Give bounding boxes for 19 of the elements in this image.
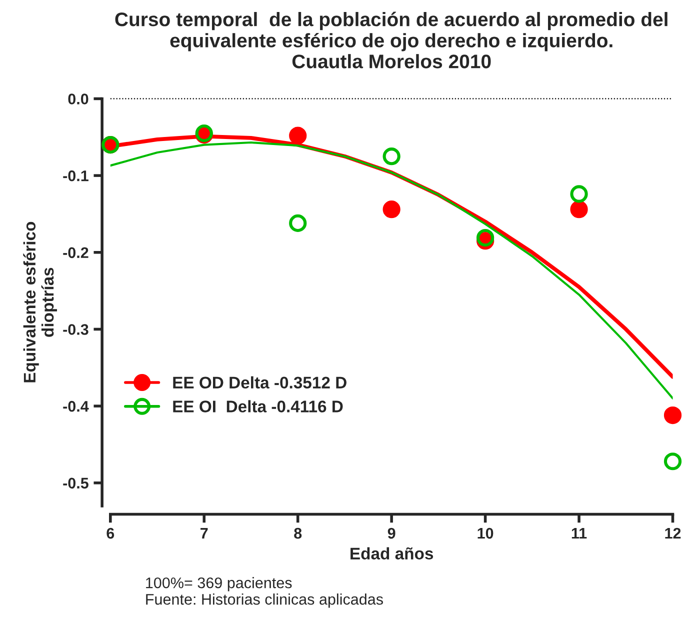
legend-label: EE OD Delta -0.3512 D — [173, 376, 346, 389]
x-tick-label: 11 — [572, 528, 587, 539]
y-axis-title: Equivalente esférico dioptrías — [23, 222, 57, 382]
text: 100%= 369 pacientes Fuente: Historias clinicas aplicadas — [146, 577, 383, 608]
x-tick-label: 10 — [478, 528, 494, 539]
x-tick-label: 9 — [388, 528, 396, 539]
x-axis-title: Edad años — [350, 547, 434, 560]
y-tick-label: -0.2 — [63, 247, 88, 258]
y-tick-label: 0.0 — [68, 94, 88, 104]
chart-title: Curso temporal de la población de acuerdo al promedio del equivalente esférico de ojo derecho e izquierdo. Cuautla Morelos 2010 — [115, 12, 668, 68]
y-tick-label: -0.4 — [63, 400, 89, 412]
y-tick-label: -0.3 — [63, 324, 88, 335]
x-tick-label: 7 — [200, 528, 208, 539]
legend-label: EE OI Delta -0.4116 D — [173, 400, 343, 412]
y-tick-label: -0.1 — [63, 170, 88, 182]
x-tick-label: 12 — [665, 528, 681, 539]
y-tick-label: -0.5 — [63, 478, 88, 489]
x-tick-label: 8 — [294, 528, 302, 539]
x-tick-label: 6 — [106, 528, 114, 539]
